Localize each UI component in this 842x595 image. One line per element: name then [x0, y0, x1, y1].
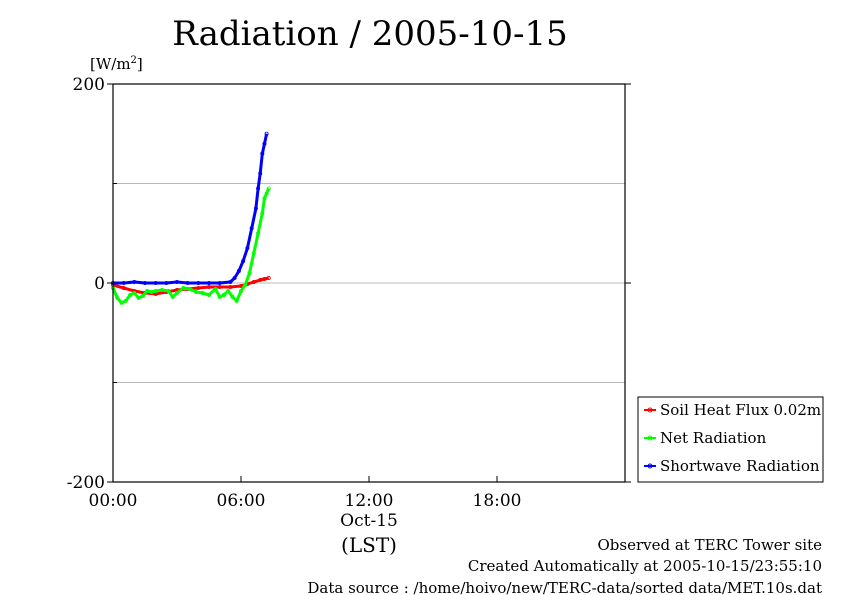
- x-axis: 00:00 12:00 18:00 06:00: [89, 476, 522, 511]
- x-tick-label: 06:00: [217, 491, 266, 511]
- series-point-0: [258, 278, 263, 283]
- series-point-1: [160, 287, 165, 292]
- legend-label: Net Radiation: [660, 429, 767, 447]
- series-point-2: [232, 276, 237, 281]
- series-point-0: [238, 283, 243, 288]
- y-tick-label: -200: [67, 473, 105, 493]
- series-line-2: [113, 133, 269, 285]
- x-date-label: Oct-15: [340, 511, 398, 531]
- series-point-2: [206, 280, 211, 285]
- series-point-2: [236, 269, 241, 274]
- series-point-1: [256, 231, 261, 236]
- series-point-1: [132, 290, 137, 295]
- series-point-2: [264, 131, 269, 136]
- series-point-2: [121, 280, 126, 285]
- series-point-2: [253, 206, 258, 211]
- series-point-2: [262, 141, 267, 146]
- footer-created: Created Automatically at 2005-10-15/23:5…: [468, 557, 822, 575]
- series-point-0: [121, 285, 126, 290]
- series-point-2: [185, 280, 190, 285]
- legend-label: Soil Heat Flux 0.02m: [660, 401, 821, 419]
- series-point-2: [249, 226, 254, 231]
- legend-marker: [647, 407, 653, 413]
- series-point-1: [226, 288, 231, 293]
- chart-title: Radiation / 2005-10-15: [172, 14, 568, 54]
- series-point-2: [245, 246, 250, 251]
- series-point-2: [258, 171, 263, 176]
- series-point-1: [238, 288, 243, 293]
- x-tick-label: 12:00: [345, 491, 394, 511]
- footer-site: Observed at TERC Tower site: [597, 536, 822, 554]
- legend: Soil Heat Flux 0.02m Net Radiation Shortwa…: [637, 396, 824, 483]
- series-point-0: [262, 277, 267, 282]
- series-point-2: [164, 280, 169, 285]
- series-point-2: [132, 280, 137, 285]
- series-point-2: [256, 186, 261, 191]
- y-tick-label: 200: [73, 75, 105, 95]
- legend-box: [637, 396, 824, 483]
- series-point-2: [174, 280, 179, 285]
- y-tick-label: 0: [94, 274, 105, 294]
- series-line-1: [111, 187, 271, 305]
- series-point-1: [115, 295, 120, 300]
- footer-source: Data source : /home/hoivo/new/TERC-data/…: [307, 579, 822, 595]
- series-point-1: [166, 288, 171, 293]
- series-point-1: [230, 294, 235, 299]
- series-point-1: [243, 282, 248, 287]
- series-point-1: [170, 294, 175, 299]
- series-point-1: [206, 292, 211, 297]
- series-point-1: [213, 286, 218, 291]
- series-point-1: [153, 288, 158, 293]
- series-point-2: [153, 280, 158, 285]
- legend-marker: [647, 463, 653, 469]
- series-point-2: [142, 280, 147, 285]
- series-point-1: [119, 300, 124, 305]
- series-point-0: [196, 285, 201, 290]
- series-point-1: [264, 191, 269, 196]
- series-point-1: [123, 298, 128, 303]
- series-point-1: [217, 294, 222, 299]
- series-point-1: [174, 290, 179, 295]
- y-axis-unit-label: [W/m2]: [90, 55, 143, 73]
- series-point-0: [228, 284, 233, 289]
- series-point-0: [266, 276, 271, 281]
- series-point-0: [206, 284, 211, 289]
- x-tick-label: 00:00: [89, 491, 138, 511]
- series-point-1: [221, 292, 226, 297]
- series-point-1: [149, 289, 154, 294]
- legend-label: Shortwave Radiation: [660, 457, 820, 475]
- series-point-1: [187, 286, 192, 291]
- series-layer: [111, 131, 271, 305]
- series-point-1: [262, 196, 267, 201]
- series-point-1: [200, 290, 205, 295]
- series-point-1: [260, 211, 265, 216]
- series-point-2: [241, 259, 246, 264]
- series-point-2: [260, 151, 265, 156]
- y-axis: 200 0 -200: [67, 75, 631, 493]
- series-point-1: [194, 289, 199, 294]
- series-point-1: [140, 293, 145, 298]
- legend-marker: [647, 435, 653, 441]
- x-tick-label: 18:00: [473, 491, 522, 511]
- series-point-1: [251, 251, 256, 256]
- series-point-1: [266, 186, 271, 191]
- series-point-1: [128, 292, 133, 297]
- series-point-1: [136, 295, 141, 300]
- series-point-1: [181, 285, 186, 290]
- series-point-2: [228, 280, 233, 285]
- series-point-0: [217, 284, 222, 289]
- series-point-2: [196, 280, 201, 285]
- series-point-1: [145, 288, 150, 293]
- x-axis-label: (LST): [341, 533, 397, 557]
- series-point-1: [234, 298, 239, 303]
- series-point-0: [251, 280, 256, 285]
- series-point-1: [247, 271, 252, 276]
- series-point-2: [217, 280, 222, 285]
